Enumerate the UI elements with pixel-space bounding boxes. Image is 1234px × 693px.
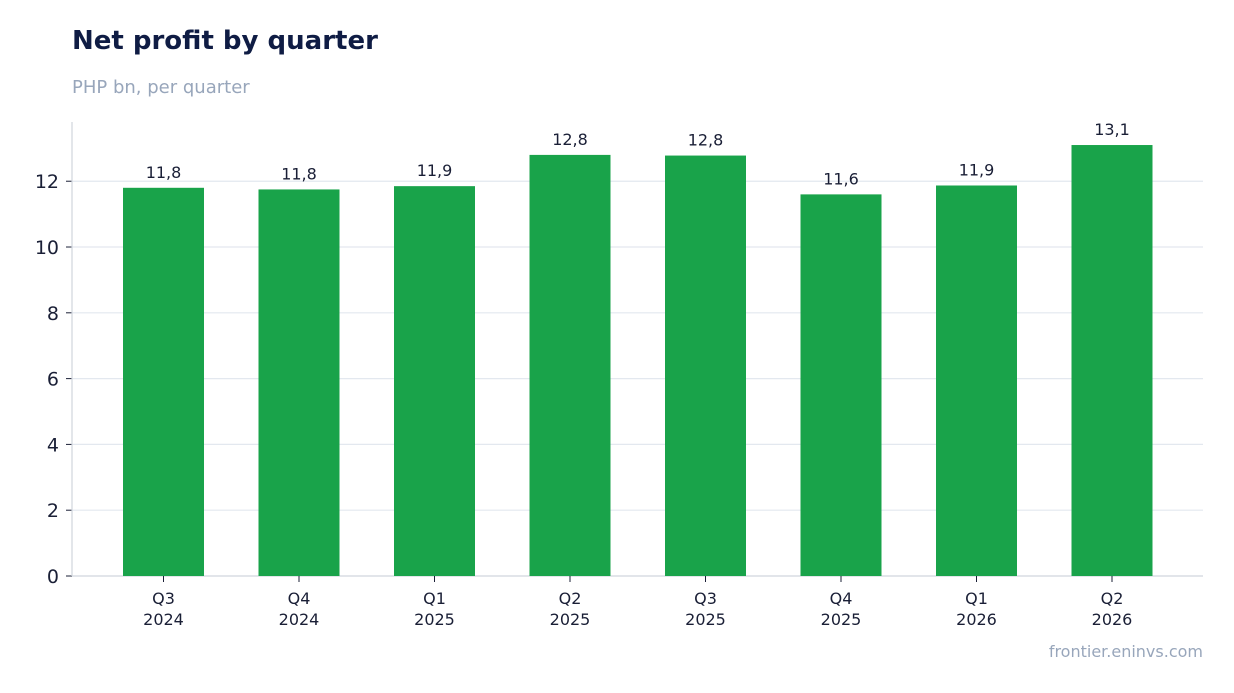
data-label: 12,8: [688, 131, 724, 150]
bar: [258, 189, 340, 577]
x-tick-label-year: 2025: [821, 610, 862, 629]
x-tick-label-year: 2024: [279, 610, 320, 629]
x-tick-label-year: 2026: [956, 610, 997, 629]
y-tick-label: 8: [47, 303, 59, 325]
bar: [394, 186, 475, 577]
data-label: 12,8: [552, 130, 588, 149]
bar: [800, 194, 882, 576]
x-tick-label-quarter: Q4: [830, 589, 853, 608]
x-tick-label-quarter: Q2: [559, 589, 582, 608]
chart-title: Net profit by quarter: [72, 26, 378, 56]
data-label: 11,9: [959, 160, 995, 179]
data-label: 11,8: [146, 163, 182, 182]
x-tick-label-quarter: Q1: [965, 589, 988, 608]
x-tick-label-quarter: Q3: [152, 589, 175, 608]
data-label: 11,8: [281, 164, 317, 183]
x-tick-label-quarter: Q4: [288, 589, 311, 608]
x-tick-label-quarter: Q2: [1101, 589, 1124, 608]
y-tick-label: 6: [47, 369, 59, 391]
x-tick-label-quarter: Q3: [694, 589, 717, 608]
y-tick-label: 4: [47, 434, 59, 456]
y-tick-label: 10: [35, 237, 59, 259]
x-tick-label-year: 2026: [1092, 610, 1133, 629]
chart-subtitle: PHP bn, per quarter: [72, 77, 250, 98]
bar: [123, 187, 204, 576]
data-label: 11,6: [823, 169, 859, 188]
x-tick-label-year: 2025: [550, 610, 591, 629]
y-tick-label: 2: [47, 500, 59, 522]
x-tick-label-quarter: Q1: [423, 589, 446, 608]
x-tick-label-year: 2024: [143, 610, 184, 629]
bar: [936, 185, 1017, 576]
bar: [665, 155, 746, 576]
x-tick-label-year: 2025: [685, 610, 726, 629]
data-label: 11,9: [417, 161, 453, 180]
x-tick-label-year: 2025: [414, 610, 455, 629]
data-label: 13,1: [1094, 120, 1130, 139]
y-tick-label: 12: [35, 171, 59, 193]
source-credit: frontier.eninvs.com: [1048, 642, 1203, 661]
y-tick-label: 0: [47, 566, 59, 588]
bar: [529, 154, 611, 576]
bar: [1071, 145, 1153, 576]
